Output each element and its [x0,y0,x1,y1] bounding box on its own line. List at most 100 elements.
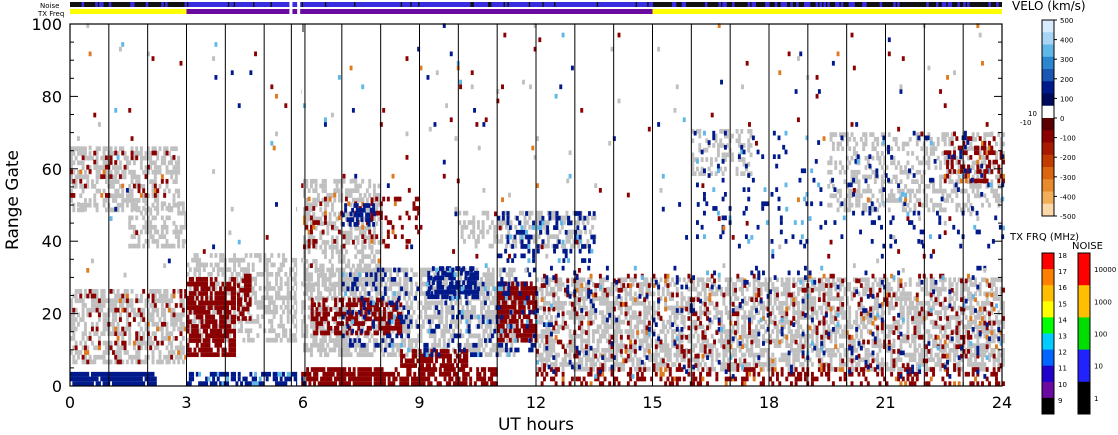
scatter-cell [181,336,185,341]
scatter-cell [866,315,870,320]
scatter-cell [729,277,733,283]
scatter-cell [170,169,174,175]
scatter-cell [612,300,616,306]
scatter-cell [293,276,297,282]
scatter-cell [582,300,586,306]
scatter-cell [321,183,325,189]
scatter-cell [195,253,199,258]
scatter-cell [403,267,407,273]
scatter-cell [652,315,656,320]
scatter-cell [146,317,150,322]
scatter-cell [365,347,369,353]
scatter-cell [538,305,542,311]
scatter-cell [254,290,257,296]
scatter-cell [801,277,805,283]
scatter-cell [810,300,814,306]
scatter-cell [487,295,490,301]
scatter-cell [79,160,83,166]
scatter-cell [908,300,912,306]
scatter-cell [887,305,891,311]
scatter-cell [537,234,541,240]
scatter-cell [458,210,462,216]
scatter-cell [139,345,143,351]
noise-mark [211,2,215,7]
scatter-cell [619,296,623,301]
scatter-cell [887,333,891,339]
scatter-cell [424,272,428,278]
scatter-cell [510,342,514,348]
scatter-cell [582,329,586,334]
scatter-cell [125,160,129,166]
scatter-cell [528,210,532,216]
scatter-cell [619,352,623,358]
scatter-cell [403,295,407,301]
scatter-cell [904,300,908,306]
scatter-cell [349,202,353,208]
noise-mark [862,2,865,7]
noise-mark [468,2,471,7]
scatter-cell [820,319,824,325]
scatter-cell [272,300,276,305]
scatter-cell [330,267,334,273]
scatter-cell [86,312,90,318]
scatter-cell [594,329,598,334]
scatter-cell [333,281,337,287]
scatter-cell [258,286,262,291]
scatter-cell [160,224,164,230]
scatter-cell [841,296,845,301]
scatter-cell [459,328,463,334]
scatter-cell [438,342,442,348]
scatter-cell [727,329,730,334]
scatter-cell [836,329,840,334]
scatter-cell [603,352,607,358]
scatter-cell [685,282,689,287]
scatter-cell [228,333,232,338]
scatter-cell [172,202,176,208]
scatter-cell [720,291,723,297]
scatter-cell [125,312,129,318]
scatter-cell [792,305,796,311]
scatter-cell [270,295,274,301]
scatter-cell [664,362,668,367]
scatter-cell [584,362,588,367]
scatter-cell [794,329,798,334]
scatter-cell [565,234,569,240]
scatter-cell [766,347,770,353]
scatter-cell [102,317,106,322]
scatter-cell [76,312,80,318]
scatter-cell [70,336,73,341]
scatter-cell [587,347,591,353]
scatter-cell [344,286,348,292]
scatter-cell [186,271,190,277]
scatter-cell [163,160,167,166]
scatter-cell [314,188,318,194]
scatter-cell [848,338,852,344]
scatter-cell [671,277,675,283]
scatter-cell [156,207,160,213]
scatter-cell [706,338,710,344]
noise-mark [219,2,223,7]
scatter-cell [254,281,257,287]
scatter-cell [279,337,283,343]
scatter-cell [780,291,784,297]
scatter-cell [694,319,698,325]
scatter-cell [300,309,304,315]
scatter-cell [673,310,677,316]
scatter-cell [539,210,543,216]
scatter-cell [878,338,882,344]
scatter-cell [549,329,553,334]
scatter-cell [871,305,875,311]
scatter-cell [673,305,677,311]
scatter-cell [483,210,487,216]
scatter-cell [459,267,463,273]
scatter-cell [764,305,768,311]
scatter-cell [86,345,90,351]
scatter-cell [242,257,246,263]
scatter-cell [549,347,553,353]
noise-mark [557,2,560,7]
scatter-cell [130,303,134,308]
scatter-cell [275,337,278,343]
scatter-cell [685,352,689,358]
scatter-cell [591,362,595,367]
scatter-cell [813,277,817,283]
